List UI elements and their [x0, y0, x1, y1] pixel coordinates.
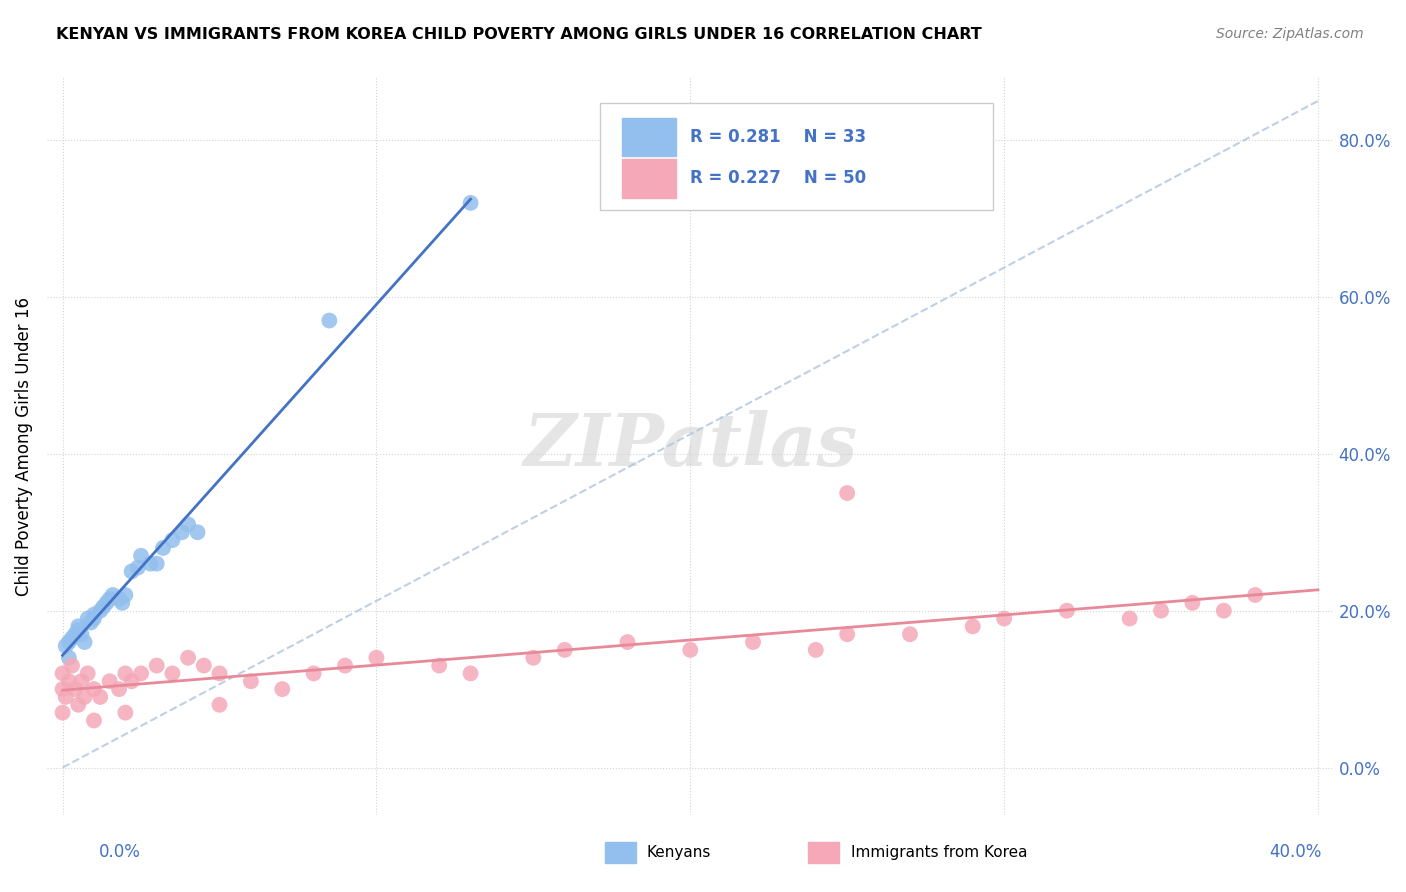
Point: [1118, 611, 1140, 625]
Point: [318, 313, 340, 327]
Point: [83, 714, 105, 728]
Point: [114, 706, 136, 720]
Point: [127, 560, 149, 574]
Point: [55, 690, 77, 704]
Point: [333, 658, 356, 673]
Point: [108, 591, 131, 606]
Point: [52, 706, 75, 720]
Point: [96, 596, 118, 610]
Point: [177, 517, 200, 532]
Point: [271, 682, 294, 697]
Point: [67, 698, 90, 712]
Point: [616, 635, 638, 649]
Point: [52, 666, 75, 681]
Point: [98, 591, 121, 606]
Point: [108, 682, 131, 697]
Point: [67, 619, 90, 633]
Point: [554, 643, 576, 657]
Point: [427, 658, 450, 673]
Point: [121, 565, 143, 579]
Point: [89, 604, 111, 618]
Point: [93, 599, 115, 614]
Point: [162, 666, 184, 681]
Point: [60, 658, 83, 673]
Point: [1150, 604, 1173, 618]
Point: [76, 611, 98, 625]
Point: [1212, 604, 1234, 618]
Point: [58, 635, 80, 649]
Point: [55, 639, 77, 653]
Bar: [621, 118, 676, 156]
Point: [70, 674, 93, 689]
Point: [962, 619, 984, 633]
Point: [804, 643, 827, 657]
Text: R = 0.227    N = 50: R = 0.227 N = 50: [690, 169, 866, 187]
Point: [898, 627, 921, 641]
Text: 0.0%: 0.0%: [98, 843, 141, 861]
Text: Kenyans: Kenyans: [647, 846, 711, 860]
Point: [63, 682, 86, 697]
Bar: [621, 160, 676, 198]
Point: [460, 195, 482, 210]
Point: [993, 611, 1015, 625]
Point: [837, 486, 859, 500]
Point: [366, 650, 388, 665]
Point: [522, 650, 544, 665]
Point: [73, 635, 96, 649]
Point: [1244, 588, 1267, 602]
Point: [837, 627, 859, 641]
Point: [114, 588, 136, 602]
Point: [129, 666, 152, 681]
Text: Immigrants from Korea: Immigrants from Korea: [851, 846, 1028, 860]
Text: R = 0.281    N = 33: R = 0.281 N = 33: [690, 128, 866, 146]
Point: [208, 666, 231, 681]
Point: [83, 607, 105, 622]
Point: [83, 682, 105, 697]
Text: 40.0%: 40.0%: [1270, 843, 1322, 861]
Point: [101, 588, 124, 602]
Text: ZIPatlas: ZIPatlas: [523, 410, 858, 482]
Point: [98, 674, 121, 689]
Point: [121, 674, 143, 689]
Text: KENYAN VS IMMIGRANTS FROM KOREA CHILD POVERTY AMONG GIRLS UNDER 16 CORRELATION C: KENYAN VS IMMIGRANTS FROM KOREA CHILD PO…: [56, 27, 981, 42]
Point: [80, 615, 103, 630]
Point: [89, 690, 111, 704]
Point: [239, 674, 262, 689]
Point: [76, 666, 98, 681]
Point: [73, 690, 96, 704]
Point: [1056, 604, 1078, 618]
Point: [58, 650, 80, 665]
Point: [145, 658, 167, 673]
Point: [170, 525, 193, 540]
Point: [186, 525, 208, 540]
Point: [208, 698, 231, 712]
Y-axis label: Child Poverty Among Girls Under 16: Child Poverty Among Girls Under 16: [15, 296, 32, 596]
Point: [302, 666, 325, 681]
Point: [162, 533, 184, 547]
Point: [742, 635, 765, 649]
Point: [152, 541, 174, 555]
Point: [460, 666, 482, 681]
FancyBboxPatch shape: [600, 103, 993, 211]
Point: [58, 674, 80, 689]
Point: [139, 557, 162, 571]
Point: [63, 627, 86, 641]
Point: [114, 666, 136, 681]
Point: [129, 549, 152, 563]
Point: [60, 631, 83, 645]
Point: [1181, 596, 1204, 610]
Point: [177, 650, 200, 665]
Point: [70, 627, 93, 641]
Point: [83, 611, 105, 625]
Point: [193, 658, 215, 673]
Point: [679, 643, 702, 657]
Point: [52, 682, 75, 697]
Point: [111, 596, 134, 610]
Point: [145, 557, 167, 571]
Text: Source: ZipAtlas.com: Source: ZipAtlas.com: [1216, 27, 1364, 41]
Point: [67, 624, 90, 638]
